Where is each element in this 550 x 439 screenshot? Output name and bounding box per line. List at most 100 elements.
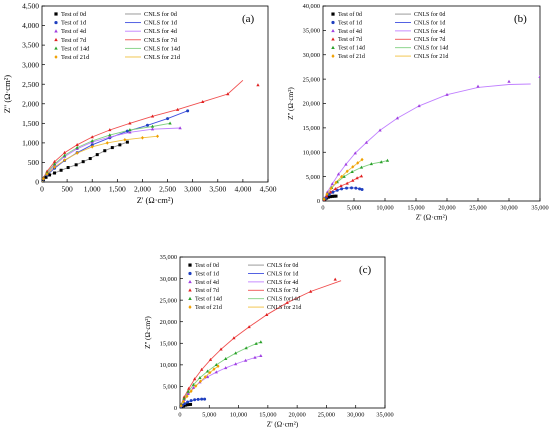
data-point xyxy=(328,195,332,199)
data-point xyxy=(265,313,269,317)
y-tick-label: 30,000 xyxy=(303,52,320,59)
data-point xyxy=(150,114,155,118)
data-point xyxy=(90,145,94,149)
data-point xyxy=(187,386,191,390)
data-point xyxy=(323,197,326,201)
x-tick-label: 3,500 xyxy=(209,185,226,194)
data-point xyxy=(45,170,49,174)
data-point xyxy=(198,376,202,379)
data-point xyxy=(192,377,197,381)
data-point xyxy=(108,135,112,139)
data-point xyxy=(168,121,172,125)
data-point xyxy=(360,157,364,162)
x-tick-label: 1,000 xyxy=(84,185,101,194)
data-point xyxy=(108,133,112,137)
data-point xyxy=(185,394,189,399)
data-point xyxy=(105,141,109,145)
fit-line xyxy=(42,135,158,182)
data-point xyxy=(200,367,204,371)
plot-frame xyxy=(179,256,386,409)
data-point xyxy=(247,325,251,329)
data-point xyxy=(395,116,400,120)
data-point xyxy=(353,151,357,155)
data-point xyxy=(351,165,355,169)
data-point xyxy=(62,153,67,157)
data-point xyxy=(214,363,218,367)
legend-marker xyxy=(188,305,192,309)
data-point xyxy=(325,194,329,198)
data-point xyxy=(175,107,180,111)
data-point xyxy=(325,192,329,196)
data-point xyxy=(140,136,144,140)
data-point xyxy=(216,364,220,368)
data-point xyxy=(90,139,94,143)
legend-entry: CNLS for 21d xyxy=(414,53,448,60)
legend-marker xyxy=(331,20,335,25)
data-point xyxy=(232,336,236,340)
data-point xyxy=(507,79,511,83)
data-point xyxy=(244,346,248,350)
data-point xyxy=(150,127,155,131)
x-tick-label: 1,500 xyxy=(109,185,126,194)
data-point xyxy=(199,379,202,384)
legend-marker xyxy=(188,296,192,300)
data-point xyxy=(196,397,200,401)
chart-panel-1: 0 500 1,000 1,500 2,000 2,500 3,000 3,500 4,000 4… xyxy=(2,2,277,205)
x-tick-label: 15,000 xyxy=(407,204,424,211)
data-point xyxy=(125,140,129,144)
panel-label: (b) xyxy=(514,13,527,25)
data-point xyxy=(128,128,132,132)
data-point xyxy=(189,402,193,406)
x-tick-label: 5,000 xyxy=(347,204,361,211)
data-point xyxy=(369,162,374,166)
legend-marker xyxy=(54,29,58,33)
data-point xyxy=(259,353,263,357)
legend-marker xyxy=(331,28,335,33)
data-point xyxy=(53,171,57,175)
x-axis-title: Z' (Ω·cm²) xyxy=(137,195,174,205)
y-tick-label: 4,000 xyxy=(22,21,39,30)
data-point xyxy=(182,399,186,404)
y-tick-label: 15,000 xyxy=(160,340,177,347)
fit-line xyxy=(323,83,531,201)
x-tick-label: 4,000 xyxy=(234,185,251,194)
data-point xyxy=(128,130,132,134)
data-point xyxy=(334,194,338,198)
data-point xyxy=(351,178,355,182)
legend-entry: CNLS for 4d xyxy=(144,28,178,35)
legend-entry: CNLS for 4d xyxy=(414,28,445,35)
legend-entry: Test of 7d xyxy=(61,37,87,44)
legend-entry: Test of 14d xyxy=(61,45,90,52)
data-point xyxy=(538,74,540,78)
data-point xyxy=(59,168,63,172)
data-point xyxy=(123,137,127,142)
y-tick-label: 25,000 xyxy=(303,76,320,83)
legend-marker xyxy=(54,20,58,25)
data-point xyxy=(182,396,186,400)
data-point xyxy=(259,340,263,344)
legend-entry: Test of 14d xyxy=(195,296,222,303)
data-point xyxy=(208,357,213,361)
x-tick-label: 10,000 xyxy=(376,204,393,211)
data-point xyxy=(201,100,205,104)
legend-entry: CNLS for 14d xyxy=(414,45,448,52)
data-point xyxy=(285,300,289,304)
data-point xyxy=(253,355,257,359)
data-point xyxy=(345,186,349,190)
y-tick-label: 2,500 xyxy=(22,80,39,89)
data-point xyxy=(191,385,196,389)
data-point xyxy=(53,165,57,169)
data-point xyxy=(186,389,190,393)
data-point xyxy=(125,129,129,133)
legend-entry: Test of 14d xyxy=(338,45,365,52)
x-tick-label: 2,000 xyxy=(134,185,151,194)
y-tick-label: 5,000 xyxy=(306,174,320,181)
y-tick-label: 500 xyxy=(28,158,40,167)
legend-marker xyxy=(54,55,58,59)
data-point xyxy=(445,92,449,96)
data-point xyxy=(329,186,333,191)
data-point xyxy=(63,158,67,162)
legend-entry: CNLS for 14d xyxy=(144,45,181,52)
fit-line xyxy=(42,79,244,182)
data-point xyxy=(75,143,79,147)
